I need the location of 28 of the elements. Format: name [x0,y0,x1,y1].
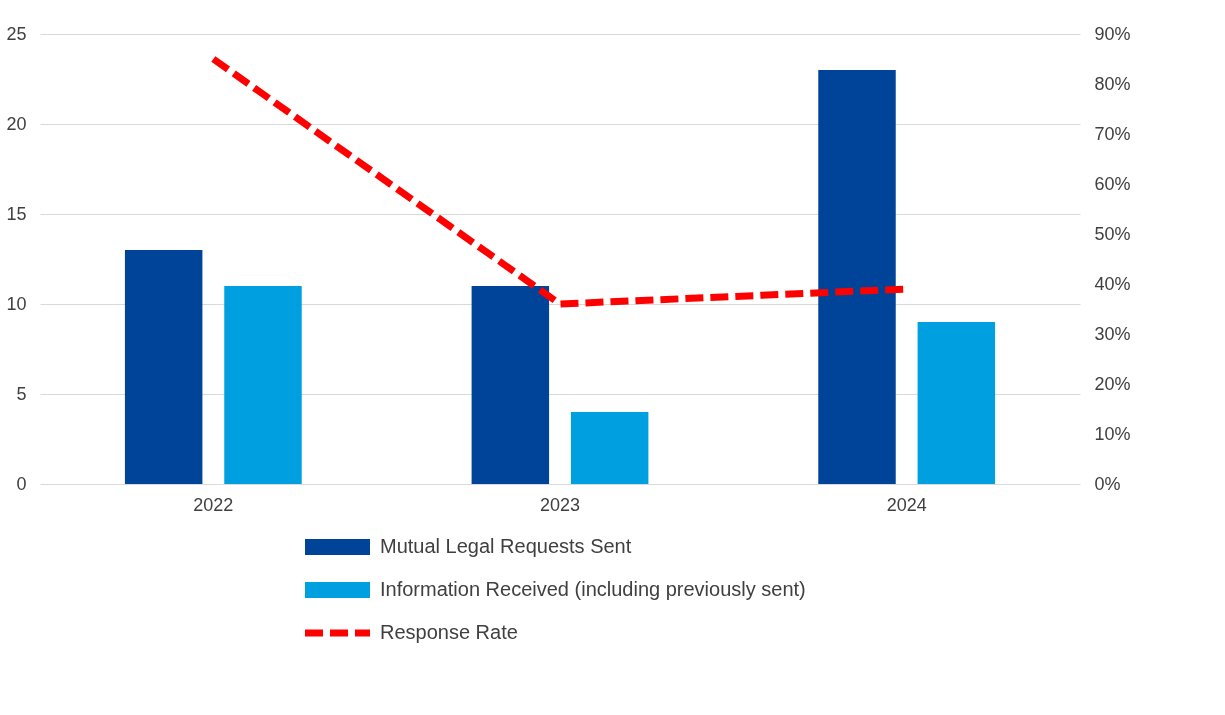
legend-label: Mutual Legal Requests Sent [380,535,632,557]
bar [818,70,896,484]
y-tick-label: 0 [16,473,27,494]
x-tick-label: 2022 [193,494,234,515]
y2-tick-label: 50% [1094,223,1131,244]
y2-tick-label: 30% [1094,323,1131,344]
legend-label: Information Received (including previously sent) [380,578,806,600]
y2-tick-label: 10% [1094,423,1131,444]
y-tick-label: 5 [16,383,27,404]
y-tick-label: 10 [6,293,27,314]
bar [471,286,550,484]
legend-label: Response Rate [380,621,518,643]
bar [124,250,203,484]
y-tick-label: 25 [6,23,27,44]
y2-tick-label: 90% [1094,23,1131,44]
y2-tick-label: 20% [1094,373,1131,394]
y2-tick-label: 40% [1094,273,1131,294]
bar [917,322,996,484]
y2-tick-label: 70% [1094,123,1131,144]
y2-tick-label: 60% [1094,173,1131,194]
x-tick-label: 2024 [886,494,927,515]
bar [570,412,649,484]
y-tick-label: 20 [6,113,27,134]
x-tick-label: 2023 [539,494,581,515]
y-tick-label: 15 [6,203,27,224]
bar [224,286,302,484]
y2-tick-label: 80% [1094,73,1131,94]
y2-tick-label: 0% [1094,473,1121,494]
